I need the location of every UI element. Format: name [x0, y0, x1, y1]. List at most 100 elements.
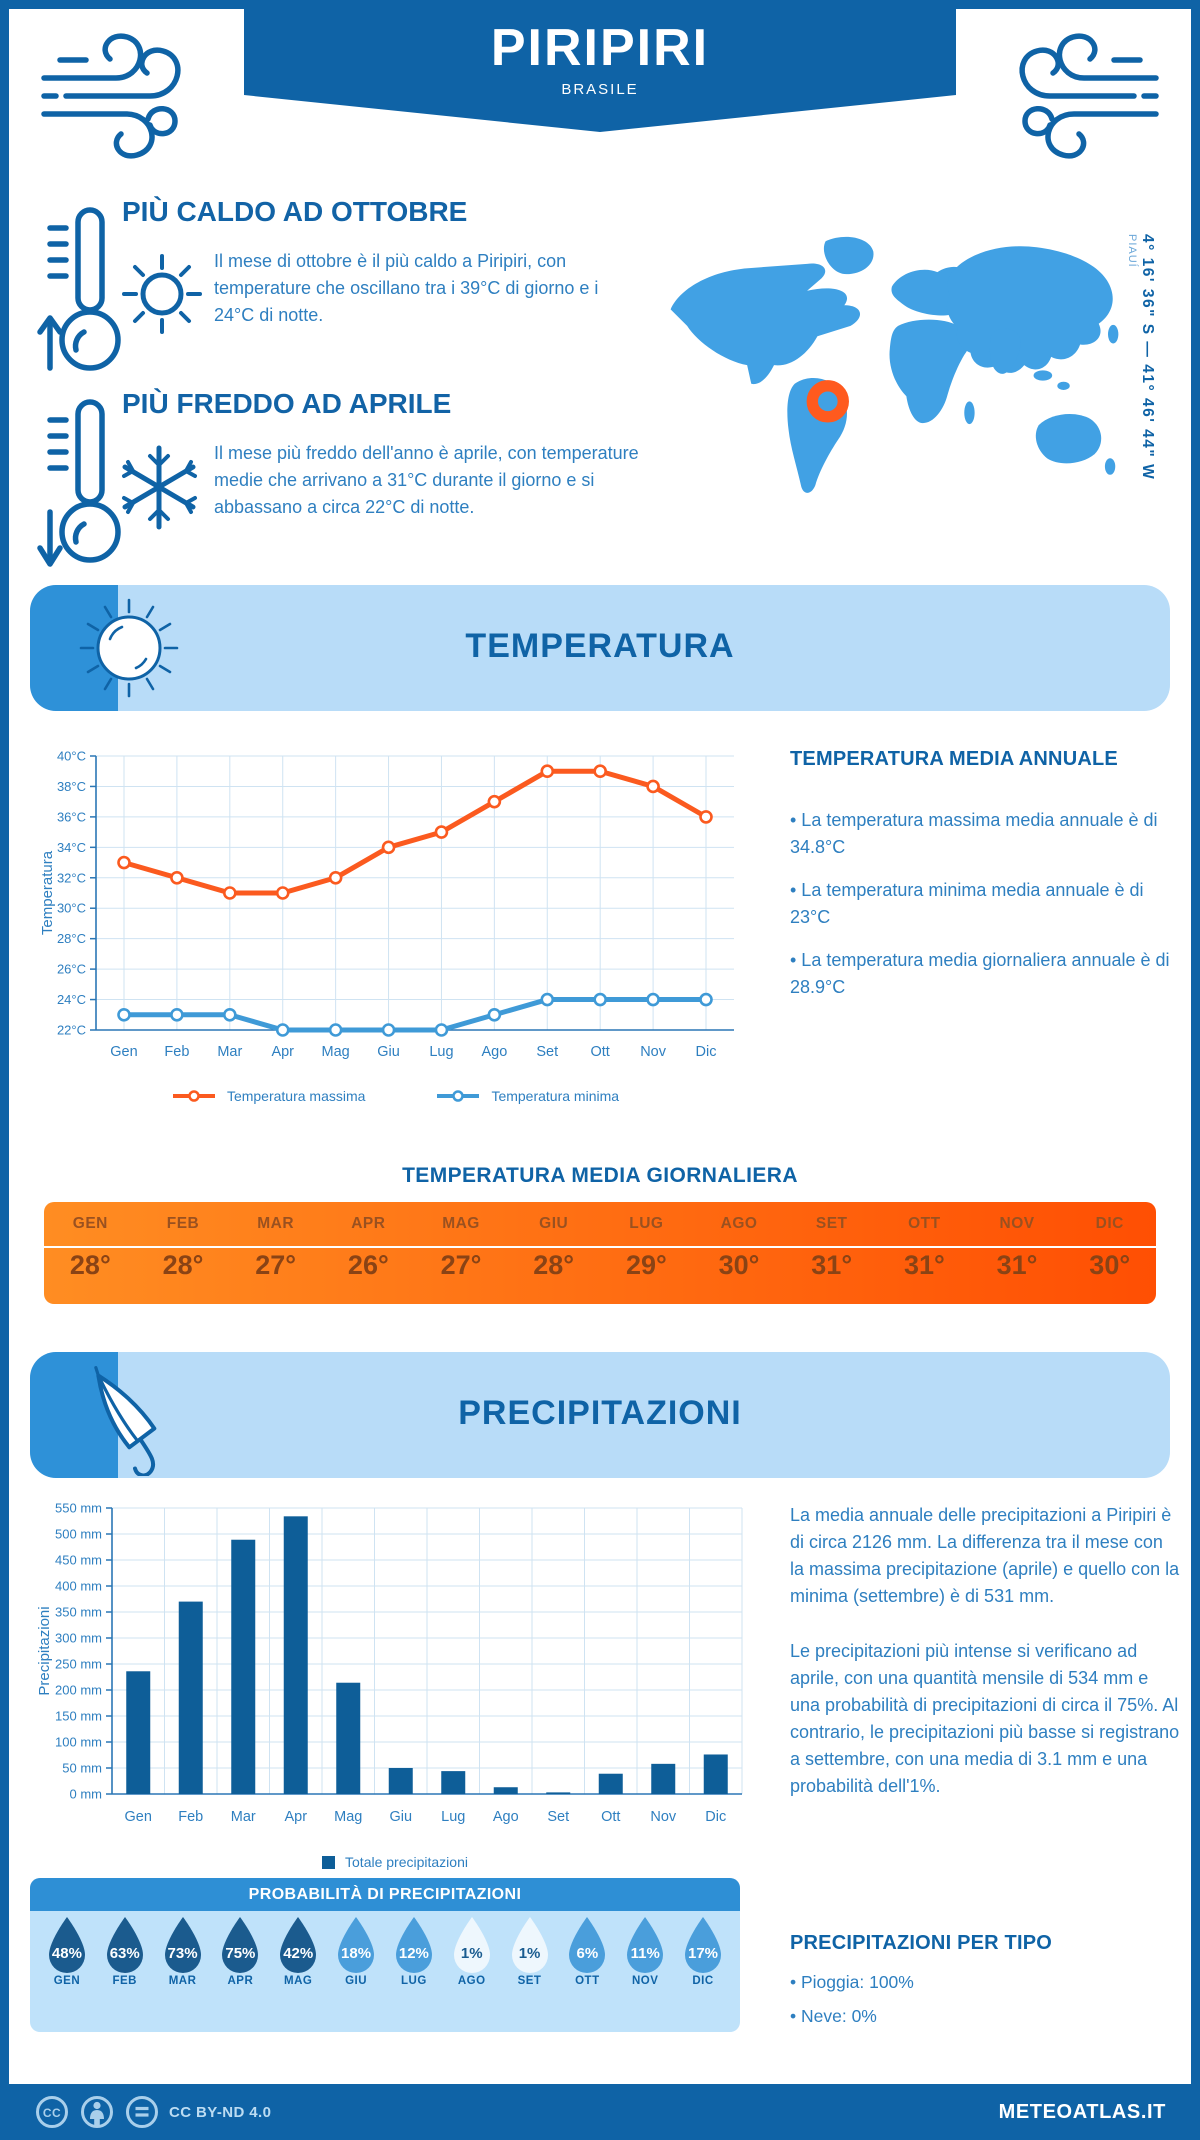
page-title: PIRIPIRI: [490, 19, 710, 77]
month-cell: SET 31°: [785, 1202, 878, 1304]
raindrop-icon: [164, 1917, 201, 1973]
month-label: NOV: [999, 1215, 1035, 1232]
precipitation-paragraph: La media annuale delle precipitazioni a …: [790, 1505, 1180, 1606]
precipitation-legend: Totale precipitazioni: [40, 1854, 750, 1870]
month-label: MAR: [257, 1215, 295, 1232]
precipitation-bar: [388, 1768, 413, 1794]
wind-icon: [41, 33, 181, 159]
precipitation-type-panel: PRECIPITAZIONI PER TIPO • Pioggia: 100% …: [790, 1932, 1180, 2038]
svg-text:Mag: Mag: [334, 1809, 362, 1825]
svg-text:36°C: 36°C: [57, 809, 86, 824]
precipitation-bar: [283, 1516, 308, 1794]
svg-text:Precipitazioni: Precipitazioni: [36, 1606, 53, 1695]
svg-text:Nov: Nov: [640, 1044, 667, 1060]
svg-text:Temperatura: Temperatura: [39, 850, 56, 935]
svg-text:Ago: Ago: [493, 1809, 519, 1825]
svg-text:550 mm: 550 mm: [55, 1501, 102, 1516]
precipitation-chart: 0 mm 50 mm 100 mm 150 mm 200 mm 250 mm 300 mm 3…: [34, 1496, 754, 1853]
month-label: AGO: [720, 1215, 758, 1232]
footer: CC CC BY-ND 4.0 METEOATLAS.IT: [0, 2084, 1200, 2140]
month-label: APR: [227, 1975, 254, 1987]
coordinates-text: 4° 16' 36" S — 41° 46' 44" W: [1139, 234, 1156, 481]
temperature-value: 28°: [69, 1250, 111, 1280]
month-cell: GIU 28°: [507, 1202, 600, 1304]
month-label: DIC: [1095, 1215, 1124, 1232]
probability-droplet: 12% LUG: [385, 1916, 443, 1987]
month-cell: AGO 30°: [693, 1202, 786, 1304]
svg-text:400 mm: 400 mm: [55, 1579, 102, 1594]
probability-panel-title: PROBABILITÀ DI PRECIPITAZIONI: [30, 1878, 740, 1911]
probability-value: 1%: [460, 1945, 483, 1962]
month-label: GIU: [345, 1975, 368, 1987]
svg-text:Lug: Lug: [441, 1809, 465, 1825]
raindrop-icon: [280, 1917, 317, 1973]
cc-icon: CC: [36, 2096, 68, 2128]
daily-table-title: TEMPERATURA MEDIA GIORNALIERA: [402, 1164, 798, 1187]
precipitation-bar: [598, 1773, 623, 1794]
month-label: MAR: [168, 1975, 197, 1987]
precipitation-bar: [231, 1539, 256, 1794]
svg-text:Gen: Gen: [125, 1809, 152, 1825]
thermometer-hot-icon: [37, 207, 121, 371]
month-label: OTT: [908, 1215, 941, 1232]
probability-value: 6%: [576, 1945, 599, 1962]
precipitation-bar: [651, 1763, 676, 1794]
probability-value: 73%: [167, 1945, 198, 1962]
svg-text:CC: CC: [43, 2106, 61, 2120]
type-bullet: • Neve: 0%: [790, 2006, 877, 2027]
month-label: AGO: [457, 1975, 486, 1987]
license-block: CC CC BY-ND 4.0: [34, 2094, 271, 2130]
page-subtitle: BRASILE: [561, 81, 639, 98]
probability-value: 48%: [51, 1945, 82, 1962]
svg-text:Lug: Lug: [429, 1044, 453, 1060]
month-label: GEN: [53, 1975, 81, 1987]
month-label: GIU: [539, 1215, 569, 1232]
svg-text:Nov: Nov: [650, 1809, 677, 1825]
type-panel-title: PRECIPITAZIONI PER TIPO: [790, 1932, 1053, 1954]
header-banner: PIRIPIRI BRASILE: [244, 0, 956, 132]
probability-droplet: 63% FEB: [96, 1916, 154, 1987]
svg-text:50 mm: 50 mm: [62, 1761, 102, 1776]
probability-droplet: 1% SET: [501, 1916, 559, 1987]
cc-by-icon: [81, 2096, 113, 2128]
raindrop-icon: [569, 1917, 606, 1973]
annual-bullet: • La temperatura minima media annuale è …: [790, 880, 1144, 927]
month-cell: MAG 27°: [415, 1202, 508, 1304]
svg-text:Mar: Mar: [231, 1809, 256, 1825]
svg-text:500 mm: 500 mm: [55, 1527, 102, 1542]
temperature-value: 28°: [162, 1250, 204, 1280]
svg-text:Mag: Mag: [322, 1044, 350, 1060]
temperature-value: 26°: [347, 1250, 389, 1280]
continents: [670, 236, 1119, 493]
svg-text:300 mm: 300 mm: [55, 1631, 102, 1646]
raindrop-icon: [222, 1917, 259, 1973]
svg-text:350 mm: 350 mm: [55, 1605, 102, 1620]
svg-text:Feb: Feb: [164, 1044, 189, 1060]
svg-text:Giu: Giu: [389, 1809, 412, 1825]
svg-text:30°C: 30°C: [57, 901, 86, 916]
temperature-value: 31°: [996, 1250, 1038, 1280]
probability-droplet: 75% APR: [211, 1916, 269, 1987]
probability-value: 75%: [225, 1945, 256, 1962]
precipitation-bar: [546, 1792, 571, 1794]
month-label: FEB: [112, 1975, 137, 1987]
legend-swatch-min-icon: [437, 1090, 480, 1102]
precipitation-bar: [178, 1601, 203, 1794]
svg-text:28°C: 28°C: [57, 931, 86, 946]
svg-text:450 mm: 450 mm: [55, 1553, 102, 1568]
month-cell: MAR 27°: [229, 1202, 322, 1304]
section-banner-tab: [30, 1352, 118, 1478]
precipitation-section-title: PRECIPITAZIONI: [458, 1394, 742, 1432]
precipitation-bar-chart-svg: 0 mm 50 mm 100 mm 150 mm 200 mm 250 mm 300 mm 3…: [36, 1501, 743, 1825]
probability-droplet: 1% AGO: [443, 1916, 501, 1987]
month-label: MAG: [284, 1975, 313, 1987]
precipitation-text-panel: La media annuale delle precipitazioni a …: [790, 1502, 1180, 1828]
month-cell: DIC 30°: [1063, 1202, 1156, 1304]
temperature-legend: Temperatura massima Temperatura minima: [40, 1088, 750, 1104]
temperature-value: 29°: [625, 1250, 667, 1280]
svg-text:150 mm: 150 mm: [55, 1709, 102, 1724]
svg-text:Apr: Apr: [284, 1809, 307, 1825]
probability-value: 63%: [109, 1945, 140, 1962]
cold-month-title: PIÙ FREDDO AD APRILE: [122, 388, 452, 419]
